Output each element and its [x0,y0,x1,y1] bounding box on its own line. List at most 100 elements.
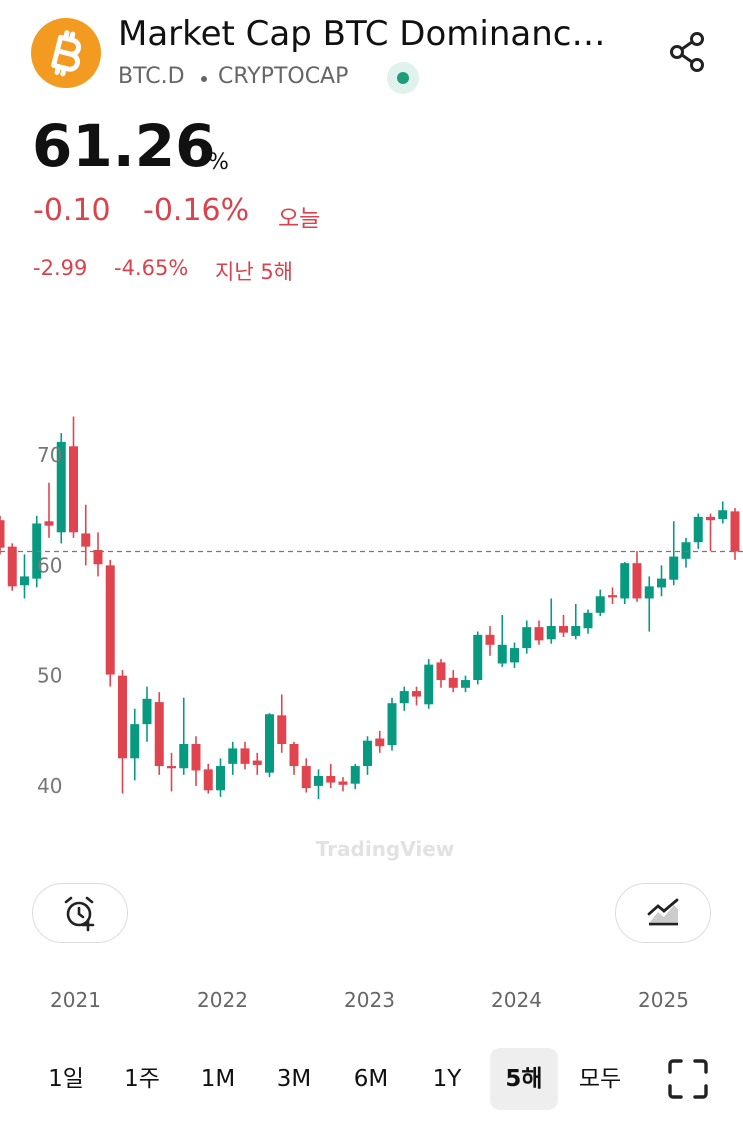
range-button[interactable]: 5해 [490,1048,558,1110]
alert-button[interactable] [32,883,128,943]
candle-body [216,766,225,791]
exchange: CRYPTOCAP [218,64,349,89]
candle-body [167,766,176,769]
candle-body [559,626,568,633]
x-tick-label: 2025 [638,988,689,1012]
chart-icon [647,898,679,926]
x-tick-label: 2021 [50,988,101,1012]
share-button[interactable] [668,30,708,74]
candle-body [583,612,593,629]
candle-body [338,781,348,785]
candle-body [191,744,201,771]
candle-body [632,563,642,599]
title: Market Cap BTC Dominanc… [118,14,606,54]
chart: TradingView 40 50 60 70 2021 2022 2023 2024 2025 [0,416,743,1012]
candle-body [0,520,5,548]
candle-body [399,691,409,704]
candle-body [644,586,654,599]
candle-body [546,626,556,640]
candle-body [534,627,544,641]
change-period: -2.99 [33,256,88,280]
watermark: TradingView [316,837,455,861]
candle-body [412,691,421,697]
indicator-button[interactable] [615,883,711,943]
candle-body [301,766,311,789]
separator-dot [201,76,207,82]
change-today: -0.10 [33,193,111,228]
symbol: BTC.D [118,64,185,89]
candle-body [608,595,617,598]
candle-body [265,714,274,773]
range-button[interactable]: 1M [200,1066,236,1092]
candle-body [314,775,323,786]
candle-body [510,648,519,663]
candle-body [20,576,29,586]
candle-body [154,702,164,767]
candle-body [424,664,434,705]
candle-body [461,680,470,688]
candle-body [436,662,446,681]
candle-body [620,563,630,599]
candle-body [105,565,115,675]
candle-body [130,724,140,759]
candle-body [7,546,17,587]
y-tick-label: 50 [37,664,62,688]
price: 61.26 [32,112,216,180]
candle-body [387,703,397,746]
candle-body [669,556,679,580]
candle-body [363,740,372,767]
market-status [387,62,419,94]
candle-body [693,516,703,543]
candle-body [522,627,532,649]
candle-body [657,578,666,588]
candle-body [81,533,91,547]
price-unit: % [208,150,229,175]
range-bar: 1일 1주 1M 3M 6M 1Y 5해 모두 [0,1046,743,1112]
candle-body [142,698,152,725]
fullscreen-button[interactable] [664,1056,712,1102]
change-pct-period: -4.65% [114,256,189,280]
range-button[interactable]: 3M [276,1066,312,1092]
x-tick-label: 2022 [197,988,248,1012]
range-button[interactable]: 모두 [578,1066,622,1092]
candle-body [56,441,66,533]
today-label: 오늘 [278,206,321,232]
candle-body [252,760,262,765]
range-button[interactable]: 1일 [48,1066,84,1092]
candle-body [93,549,103,565]
candle-body [289,744,299,767]
candle-body [681,542,691,559]
candle-body [203,769,213,791]
candle-body [485,634,495,645]
period-label: 지난 5해 [215,260,293,284]
range-button[interactable]: 1주 [124,1066,160,1092]
candle-body [228,748,238,764]
y-tick-label: 60 [37,553,62,577]
x-tick-label: 2023 [344,988,395,1012]
candle-body [497,644,507,664]
candle-body [375,738,385,747]
candle-body [277,715,287,744]
bitcoin-logo [31,18,101,88]
candle-body [118,675,127,759]
y-tick-label: 40 [37,774,62,798]
candle-body [69,446,78,533]
alarm-icon [64,896,95,932]
change-pct-today: -0.16% [143,193,250,228]
candle-body [571,626,581,636]
candle-body [448,677,458,688]
x-tick-label: 2024 [491,988,542,1012]
candle-body [730,511,740,552]
range-button[interactable]: 6M [353,1066,389,1092]
candle-body [473,634,483,681]
candle-body [595,596,605,613]
candle-body [326,775,336,783]
candle-body [179,744,189,769]
candle-body [350,766,360,784]
range-button[interactable]: 1Y [432,1066,462,1092]
candle-body [44,521,54,526]
candle-body [718,510,728,520]
candle-body [706,516,715,521]
candle-body [240,748,250,764]
